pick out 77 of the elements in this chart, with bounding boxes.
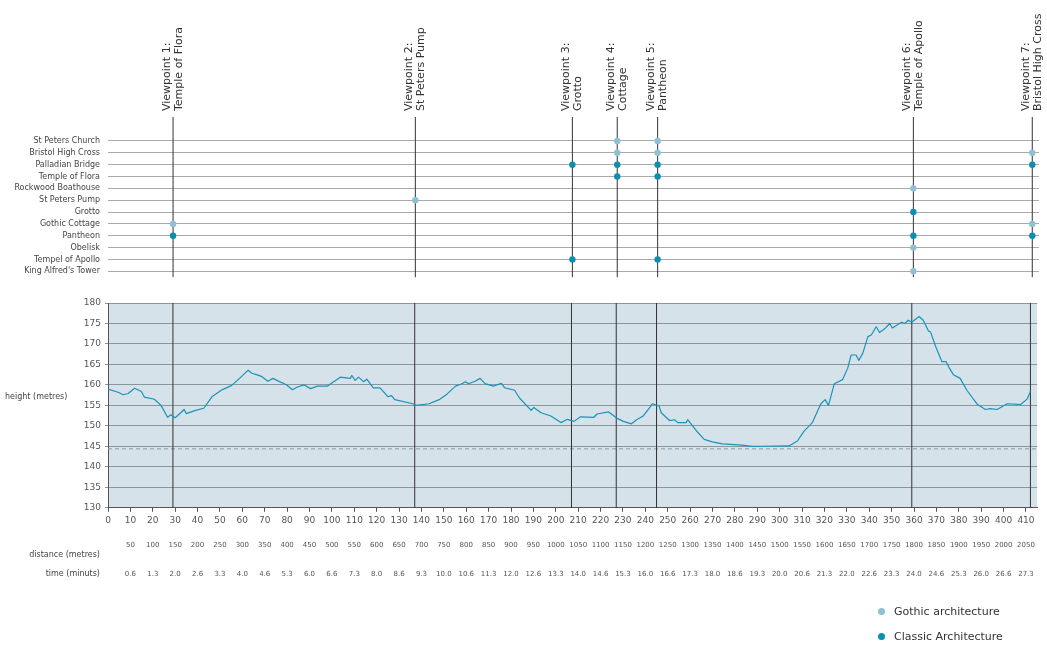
legend-label: Gothic architecture [894,605,1000,618]
y-tick-label: 145 [83,440,101,451]
x-tick-label: 310 [793,514,811,525]
x-tick-label: 260 [681,514,699,525]
x-tick-label: 230 [614,514,632,525]
x-tick-label: 100 [323,514,341,525]
y-tick-label: 170 [83,338,102,349]
x-tick-label: 40 [191,514,204,525]
ref-line-label: Viewpoint 2: St Peters Pump [402,27,428,111]
y-tick-label: 155 [83,399,101,410]
x-tick-label: 210 [569,514,588,525]
x-tick-label: 240 [636,514,655,525]
y-tick-label: Palladian Bridge [35,159,101,169]
x-tick-label: 50 [214,514,226,525]
y-tick-label: 165 [83,358,101,369]
y-tick-label: 130 [83,502,102,513]
x-tick-label: 70 [259,514,271,525]
x-tick-label: 180 [502,514,520,525]
y-tick-label: Obelisk [70,242,101,252]
text: time (minuts) [45,569,100,579]
x-tick-label: 220 [591,514,610,525]
y-tick-label: Grotto [74,207,101,217]
x-tick-label: 360 [905,514,923,525]
x-tick-label: 400 [994,514,1013,525]
ref-line-label: Viewpoint 7: Bristol High Cross [1019,13,1045,111]
y-axis-title: height (metres) [5,392,68,402]
x-tick-label: 60 [236,514,249,525]
x-tick-label: 90 [303,514,316,525]
x-tick-label: 120 [368,514,386,525]
y-tick-label: St Peters Pump [39,195,100,205]
y-tick-label: King Alfred's Tower [24,266,101,276]
y-tick-label: Pantheon [62,230,100,240]
y-tick-label: 150 [83,420,102,431]
ref-line-label: Viewpoint 6: Temple of Apollo [900,19,926,112]
y-tick-label: 135 [83,481,101,492]
x-tick-label: 110 [345,514,364,525]
x-tick-label: 250 [659,514,677,525]
x-tick-label: 410 [1017,514,1035,525]
x-tick-label: 200 [547,514,565,525]
x-tick-label: 150 [435,514,453,525]
x-tick-label: 0 [105,514,112,525]
x-tick-label: 320 [815,514,834,525]
y-tick-label: Temple of Flora [37,171,101,181]
x-tick-label: 290 [748,514,767,525]
y-tick-label: Bristol High Cross [29,147,100,157]
x-tick-label: 20 [147,514,159,525]
y-tick-label: Gothic Cottage [39,218,101,228]
x-tick-label: 280 [726,514,744,525]
y-tick-label: St Peters Church [33,136,100,145]
ref-line-label: Viewpoint 5: Pantheon [644,42,670,111]
x-tick-label: 160 [457,514,476,525]
y-tick-label: 180 [83,297,102,308]
y-tick-label: 160 [83,379,102,390]
x2-axis-title: distance (metres) [29,550,100,560]
x-tick-label: 340 [860,514,879,525]
x-tick-label: 10 [124,514,137,525]
legend-label: Classic Architecture [894,630,1003,643]
x-tick-label: 380 [950,514,968,525]
y-tick-label: Rockwood Boathouse [14,183,101,193]
x-tick-label: 370 [927,514,946,525]
y-tick-label: 175 [83,317,101,328]
x-tick-label: 140 [412,514,431,525]
x-tick-label: 80 [281,514,294,525]
y-tick-label: 140 [83,461,102,472]
ref-line-label: Viewpoint 3: Grotto [559,42,585,111]
x-tick-label: 130 [390,514,408,525]
ref-line-label: Viewpoint 1: Temple of Flora [159,26,185,112]
x-tick-label: 170 [480,514,498,525]
x-tick-label: 30 [169,514,182,525]
ref-line-label: Viewpoint 4: Cottage [604,42,630,111]
x-tick-label: 350 [883,514,901,525]
x-tick-label: 270 [703,514,722,525]
y-tick-label: Tempel of Apollo [32,254,101,264]
x-tick-label: 330 [838,514,856,525]
x-tick-label: 390 [972,514,991,525]
x-tick-label: 190 [524,514,543,525]
x-tick-label: 300 [771,514,789,525]
